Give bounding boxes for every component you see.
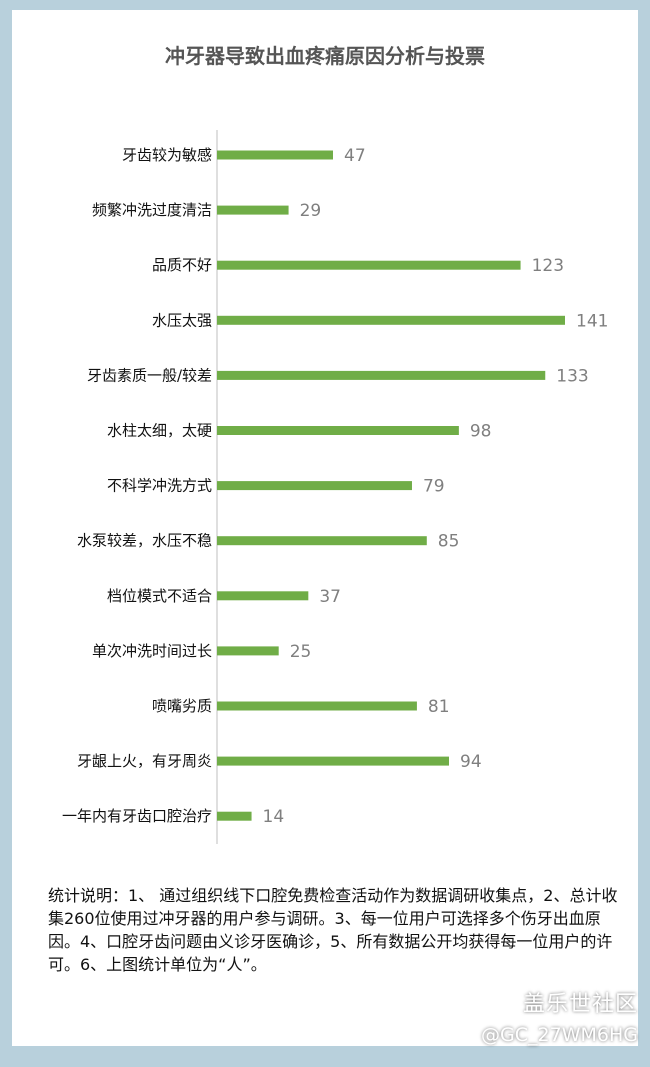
bar xyxy=(217,756,449,766)
category-label: 不科学冲洗方式 xyxy=(107,477,212,495)
bar xyxy=(217,591,309,601)
bar xyxy=(217,150,333,160)
bar xyxy=(217,481,412,491)
bar xyxy=(217,370,546,380)
chart-title: 冲牙器导致出血疼痛原因分析与投票 xyxy=(165,44,485,68)
value-label: 25 xyxy=(290,642,312,662)
value-label: 29 xyxy=(300,201,322,221)
category-label: 水压太强 xyxy=(152,311,212,329)
value-label: 85 xyxy=(438,532,460,552)
statistics-note: 统计说明：1、 通过组织线下口腔免费检查活动作为数据调研收集点，2、总计收集26… xyxy=(48,886,618,974)
category-label: 档位模式不适合 xyxy=(107,587,212,605)
category-label: 单次冲洗时间过长 xyxy=(92,642,212,660)
bar xyxy=(217,260,521,270)
value-label: 37 xyxy=(319,587,341,607)
category-label: 水柱太细，太硬 xyxy=(107,422,212,440)
category-label: 牙齿较为敏感 xyxy=(122,146,212,164)
value-label: 133 xyxy=(556,366,588,386)
bar-chart: 牙齿较为敏感 47 频繁冲洗过度清洁 29 品质不好 123 水压太强 141 牙齿素质一般/较… xyxy=(62,130,608,844)
bar xyxy=(217,811,252,821)
category-label: 牙龈上火，有牙周炎 xyxy=(77,752,212,770)
value-label: 47 xyxy=(344,146,366,166)
bar xyxy=(217,646,279,656)
bar xyxy=(217,426,459,435)
category-label: 品质不好 xyxy=(152,256,212,274)
bar xyxy=(217,701,417,711)
value-label: 141 xyxy=(576,311,608,331)
value-label: 81 xyxy=(428,697,450,717)
category-label: 一年内有牙齿口腔治疗 xyxy=(62,807,212,825)
category-label: 牙齿素质一般/较差 xyxy=(87,366,212,384)
chart-card xyxy=(12,10,638,1046)
value-label: 94 xyxy=(460,752,482,772)
category-label: 水泵较差，水压不稳 xyxy=(77,532,212,550)
bars-group: 牙齿较为敏感 47 频繁冲洗过度清洁 29 品质不好 123 水压太强 141 牙齿素质一般/较… xyxy=(62,146,608,827)
value-label: 79 xyxy=(423,477,445,497)
watermark-brand: 盖乐世社区 xyxy=(522,992,638,1017)
value-label: 98 xyxy=(470,422,492,442)
category-label: 喷嘴劣质 xyxy=(152,697,212,715)
bar xyxy=(217,205,289,215)
category-label: 频繁冲洗过度清洁 xyxy=(92,201,212,219)
bar xyxy=(217,315,565,325)
value-label: 123 xyxy=(532,256,564,276)
watermark-handle: @GC_27WM6HG xyxy=(481,1024,638,1046)
bar xyxy=(217,536,427,546)
value-label: 14 xyxy=(263,807,285,827)
